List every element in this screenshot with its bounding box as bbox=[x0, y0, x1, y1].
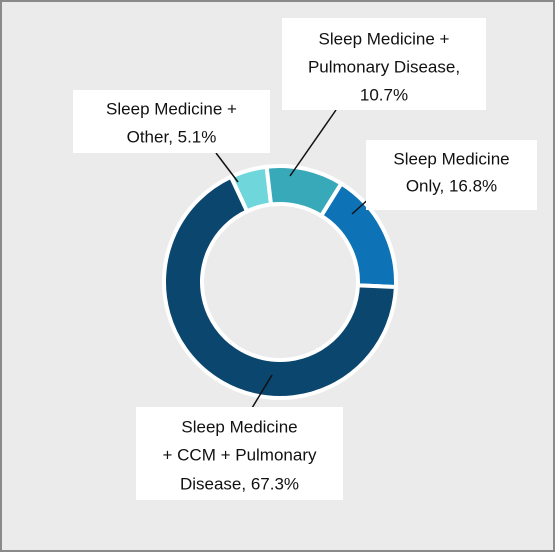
leader-line bbox=[251, 374, 273, 409]
data-label: Only, 16.8% bbox=[406, 176, 497, 195]
data-label: Disease, 67.3% bbox=[180, 474, 299, 493]
data-label: Sleep Medicine bbox=[181, 417, 297, 436]
data-label: Sleep Medicine + bbox=[319, 29, 450, 48]
data-label: + CCM + Pulmonary bbox=[163, 445, 317, 464]
data-label: Sleep Medicine bbox=[393, 149, 509, 168]
label-box bbox=[136, 407, 343, 500]
labels: Sleep Medicine + Other, 5.1% Sleep Medicin… bbox=[73, 18, 537, 500]
data-label: Other, 5.1% bbox=[127, 127, 217, 146]
leader-line bbox=[215, 152, 239, 183]
slice bbox=[162, 174, 398, 400]
leader-lines bbox=[215, 109, 373, 409]
label-box bbox=[282, 18, 486, 110]
label-box bbox=[73, 90, 270, 153]
data-label: Sleep Medicine + bbox=[106, 99, 237, 118]
slices bbox=[162, 164, 398, 400]
leader-line bbox=[289, 109, 337, 177]
data-label: 10.7% bbox=[360, 85, 408, 104]
label-box bbox=[366, 140, 537, 210]
data-label: Pulmonary Disease, bbox=[308, 57, 460, 76]
